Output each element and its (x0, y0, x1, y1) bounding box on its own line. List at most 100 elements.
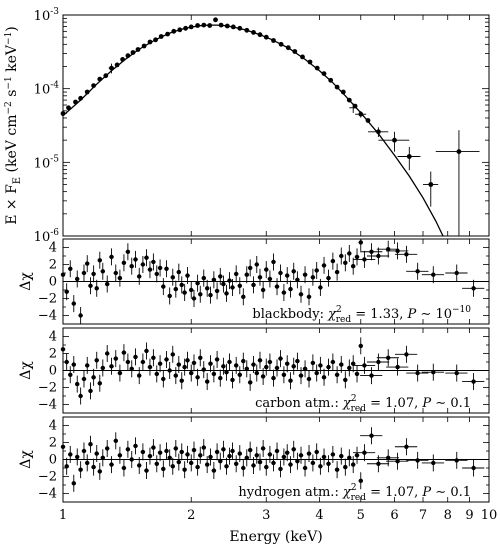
data-point (208, 361, 213, 366)
data-point (321, 454, 327, 460)
data-point (121, 350, 127, 355)
data-point (339, 453, 344, 459)
data-point (91, 375, 96, 380)
data-point (334, 269, 340, 275)
data-point (471, 465, 476, 471)
data-point (257, 275, 263, 280)
data-point (221, 447, 226, 452)
data-point (129, 366, 134, 371)
data-point (330, 452, 336, 457)
data-point (264, 464, 269, 470)
data-point (244, 27, 250, 33)
data-point (164, 357, 169, 362)
data-point (113, 438, 119, 443)
data-point (154, 271, 159, 277)
data-point (254, 370, 259, 376)
data-point (300, 54, 305, 60)
data-point (179, 282, 184, 288)
data-point (343, 260, 348, 265)
data-point (281, 290, 287, 295)
data-point (257, 459, 263, 465)
data-point (173, 286, 178, 292)
x-tick-label: 8 (444, 508, 452, 523)
data-point (182, 364, 187, 370)
y-tick-label: 2 (49, 436, 57, 451)
data-point (154, 461, 159, 466)
data-point (60, 272, 66, 277)
data-point (288, 286, 293, 292)
data-point (330, 359, 336, 365)
data-point (91, 271, 96, 277)
y-tick-label: 4 (49, 330, 57, 345)
data-point (88, 283, 93, 288)
y-tick-label: 2 (49, 258, 57, 273)
y-tick-label: 4 (49, 419, 57, 434)
data-point (179, 378, 184, 383)
carbon-fit-annotation: carbon atm.: χ2 red = 1.07, P ∼ 0.1 (255, 394, 471, 414)
data-point (224, 464, 229, 469)
data-point (395, 248, 400, 254)
data-point (285, 273, 290, 278)
data-point (227, 359, 232, 365)
data-point (404, 352, 409, 357)
data-point (81, 448, 87, 454)
data-point (343, 377, 348, 383)
data-point (201, 367, 206, 372)
data-point (404, 444, 409, 449)
y-tick-label: 10-3 (34, 7, 60, 24)
y-tick-label: 4 (49, 241, 57, 256)
data-point (117, 453, 123, 458)
data-point (167, 293, 172, 299)
data-point (97, 258, 103, 263)
data-point (161, 466, 166, 472)
spectrum-y-axis-label: E × FE (keV cm−2 s−1 keV−1) (4, 26, 23, 225)
data-point (117, 370, 123, 376)
y-tick-label: 10-6 (34, 228, 60, 245)
data-point (431, 460, 436, 466)
data-point (415, 370, 420, 376)
data-point (130, 50, 136, 55)
data-point (94, 286, 99, 291)
data-point (234, 363, 239, 368)
data-point (129, 457, 134, 462)
data-point (94, 358, 99, 363)
data-point (195, 464, 200, 470)
hydrogen-fit-annotation: hydrogen atm.: χ2 red = 1.07, P ∼ 0.1 (238, 483, 471, 503)
data-point (326, 461, 331, 466)
data-point (78, 393, 83, 399)
y-tick-label: 0 (49, 364, 57, 379)
data-point (100, 269, 106, 274)
data-point (68, 266, 73, 271)
data-point (214, 288, 220, 294)
data-point (369, 249, 374, 254)
data-point (351, 264, 356, 269)
data-point (121, 465, 127, 471)
data-point (84, 89, 90, 95)
data-point (85, 261, 90, 266)
x-tick-label: 1 (59, 508, 67, 523)
data-point (314, 449, 319, 455)
data-point (347, 251, 352, 256)
data-point (68, 452, 73, 457)
x-tick-label: 10 (481, 508, 498, 523)
data-point (254, 453, 259, 458)
data-point (237, 25, 243, 31)
data-point (140, 262, 146, 267)
data-point (298, 292, 304, 297)
data-point (85, 460, 90, 466)
data-point (346, 97, 352, 103)
data-point (205, 286, 210, 291)
data-point (456, 149, 462, 155)
data-point (248, 380, 253, 385)
data-point (251, 282, 256, 288)
data-point (176, 269, 181, 275)
data-point (88, 388, 93, 394)
data-point (392, 137, 397, 143)
data-point (173, 446, 178, 451)
data-point (195, 281, 200, 286)
y-tick-label: −4 (38, 398, 57, 413)
data-point (201, 445, 206, 450)
data-point (177, 27, 183, 33)
data-point (97, 469, 103, 474)
data-point (386, 455, 391, 460)
